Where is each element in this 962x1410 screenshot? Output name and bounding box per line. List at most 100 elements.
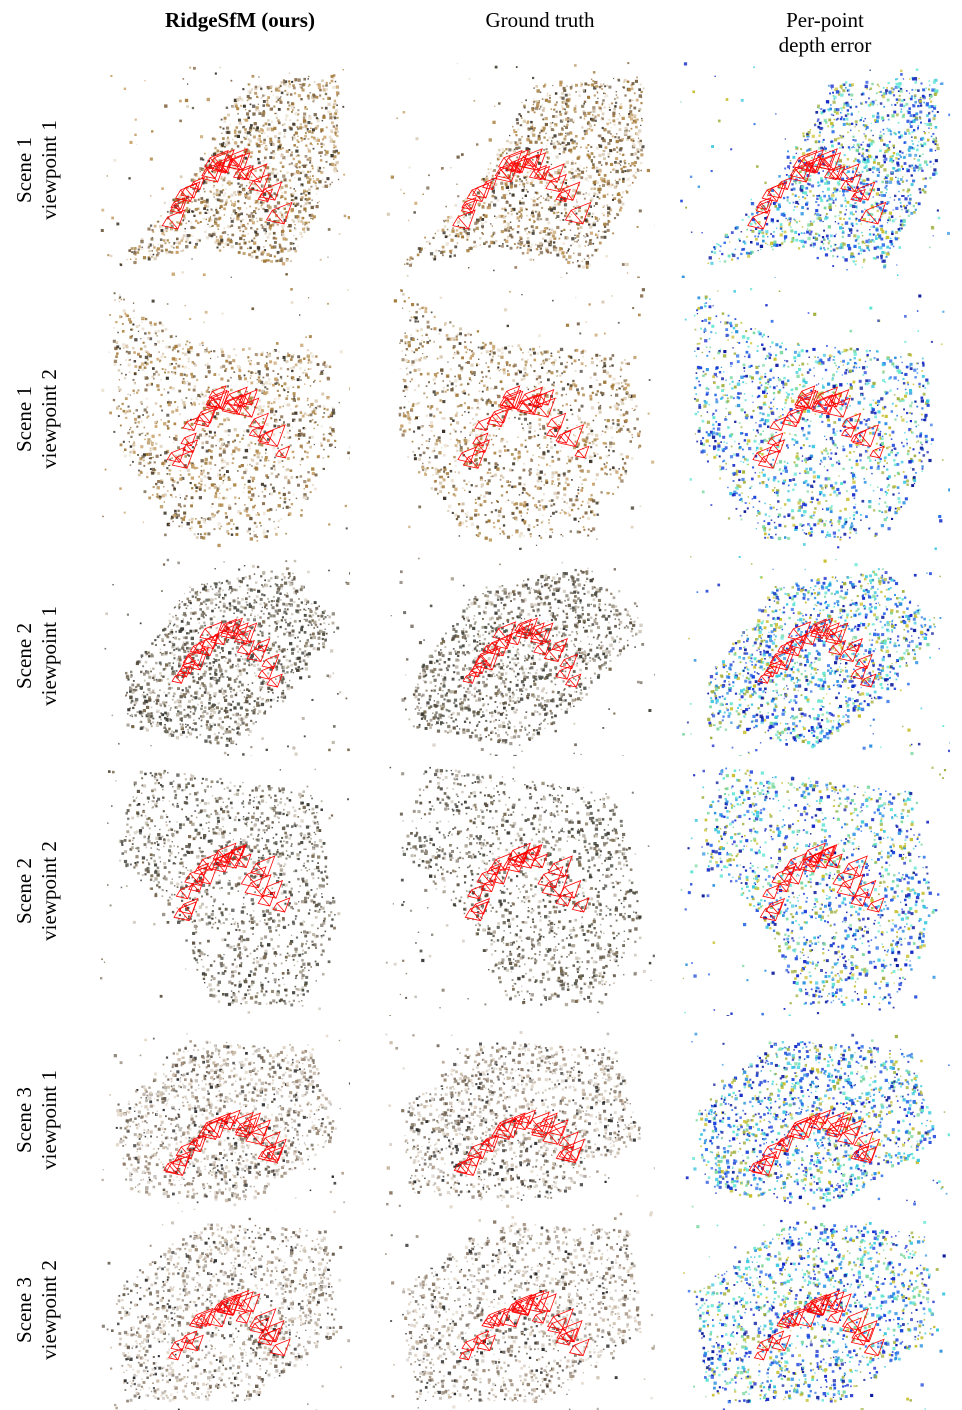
reconstruction-pointcloud: [100, 766, 350, 1016]
depth-error-header-line: depth error: [700, 33, 950, 58]
camera-trajectory: [452, 148, 592, 230]
scene-points: [685, 1032, 950, 1210]
camera-trajectory: [747, 148, 887, 230]
column-header-depth-error: Per-point depth error: [700, 8, 950, 58]
row-label-viewpoint: viewpoint 1: [37, 1070, 62, 1170]
ground-truth-pointcloud: [385, 62, 655, 278]
depth-error-pointcloud: [680, 1030, 950, 1210]
reconstruction-pointcloud: [100, 1030, 350, 1210]
row-label: Scene 2 viewpoint 1: [8, 556, 66, 756]
row-label-scene: Scene 2: [12, 841, 37, 941]
ground-truth-pointcloud: [385, 1030, 655, 1210]
point-cloud-render: [101, 1210, 350, 1410]
camera-trajectory: [161, 148, 293, 230]
scene-points: [100, 768, 349, 1014]
row-label-text: Scene 3 viewpoint 2: [12, 1260, 62, 1360]
row-label-viewpoint: viewpoint 2: [37, 1260, 62, 1360]
point-cloud-render: [390, 557, 655, 756]
scene-points: [101, 1210, 350, 1410]
row-label: Scene 2 viewpoint 2: [8, 766, 66, 1016]
row-label-text: Scene 1 viewpoint 2: [12, 369, 62, 469]
scene-points: [385, 1211, 655, 1410]
scene-points: [101, 1032, 350, 1210]
depth-error-pointcloud: [680, 288, 950, 550]
point-cloud-render: [101, 288, 350, 548]
depth-error-pointcloud: [680, 556, 950, 756]
camera-trajectory: [458, 1289, 590, 1361]
camera-trajectory: [464, 842, 590, 922]
row-label: Scene 3 viewpoint 2: [8, 1210, 66, 1410]
camera-trajectory: [163, 1109, 287, 1176]
point-cloud-render: [100, 66, 350, 278]
row-label-text: Scene 2 viewpoint 1: [12, 606, 62, 706]
row-label: Scene 1 viewpoint 1: [8, 62, 66, 278]
depth-error-header-line: Per-point: [700, 8, 950, 33]
row-label-text: Scene 2 viewpoint 2: [12, 841, 62, 941]
point-cloud-render: [684, 288, 950, 550]
reconstruction-pointcloud: [100, 556, 350, 756]
row-label-scene: Scene 3: [12, 1260, 37, 1360]
camera-trajectory: [753, 1289, 885, 1361]
row-label: Scene 1 viewpoint 2: [8, 288, 66, 550]
scene-points: [393, 288, 655, 550]
ground-truth-pointcloud: [385, 288, 655, 550]
point-cloud-render: [386, 62, 655, 278]
camera-trajectory: [166, 385, 291, 469]
row-label-viewpoint: viewpoint 2: [37, 369, 62, 469]
scene-points: [385, 766, 655, 1016]
point-cloud-render: [393, 288, 655, 550]
column-header-ridgesfm: RidgeSfM (ours): [110, 8, 370, 33]
camera-trajectory: [752, 385, 885, 469]
row-label: Scene 3 viewpoint 1: [8, 1030, 66, 1210]
scene-points: [390, 557, 655, 756]
camera-trajectory: [453, 1109, 586, 1176]
camera-trajectory: [757, 617, 877, 688]
point-cloud-render: [385, 1211, 655, 1410]
point-cloud-render: [385, 1031, 655, 1209]
depth-error-pointcloud: [680, 62, 950, 278]
scene-points: [104, 558, 350, 756]
camera-trajectory: [759, 842, 885, 922]
row-label-viewpoint: viewpoint 1: [37, 606, 62, 706]
scene-points: [101, 288, 350, 548]
reconstruction-pointcloud: [100, 1210, 350, 1410]
point-cloud-render: [682, 556, 950, 756]
point-cloud-render: [680, 766, 947, 1016]
depth-error-pointcloud: [680, 1210, 950, 1410]
scene-points: [684, 288, 950, 550]
row-label-text: Scene 3 viewpoint 1: [12, 1070, 62, 1170]
point-cloud-render: [104, 558, 350, 756]
row-label-text: Scene 1 viewpoint 1: [12, 120, 62, 220]
camera-trajectory: [748, 1109, 881, 1176]
point-cloud-render: [680, 62, 950, 278]
point-cloud-render: [683, 1219, 946, 1410]
depth-error-pointcloud: [680, 766, 950, 1016]
camera-trajectory: [171, 617, 283, 688]
camera-trajectory: [168, 1289, 291, 1361]
point-cloud-render: [385, 766, 655, 1016]
point-cloud-render: [100, 768, 349, 1014]
row-label-scene: Scene 2: [12, 606, 37, 706]
row-label-scene: Scene 1: [12, 369, 37, 469]
row-label-scene: Scene 1: [12, 120, 37, 220]
reconstruction-pointcloud: [100, 288, 350, 550]
scene-points: [385, 1031, 655, 1209]
camera-trajectory: [173, 842, 291, 922]
scene-points: [100, 66, 350, 278]
point-cloud-render: [101, 1032, 350, 1210]
row-label-viewpoint: viewpoint 2: [37, 841, 62, 941]
row-label-viewpoint: viewpoint 1: [37, 120, 62, 220]
ground-truth-pointcloud: [385, 1210, 655, 1410]
reconstruction-pointcloud: [100, 62, 350, 278]
scene-points: [386, 62, 655, 278]
column-header-ground-truth: Ground truth: [405, 8, 675, 33]
scene-points: [682, 556, 950, 756]
ground-truth-pointcloud: [385, 766, 655, 1016]
point-cloud-render: [685, 1032, 950, 1210]
scene-points: [680, 766, 947, 1016]
ground-truth-pointcloud: [385, 556, 655, 756]
scene-points: [683, 1219, 946, 1410]
camera-trajectory: [462, 617, 582, 688]
row-label-scene: Scene 3: [12, 1070, 37, 1170]
camera-trajectory: [457, 385, 590, 469]
